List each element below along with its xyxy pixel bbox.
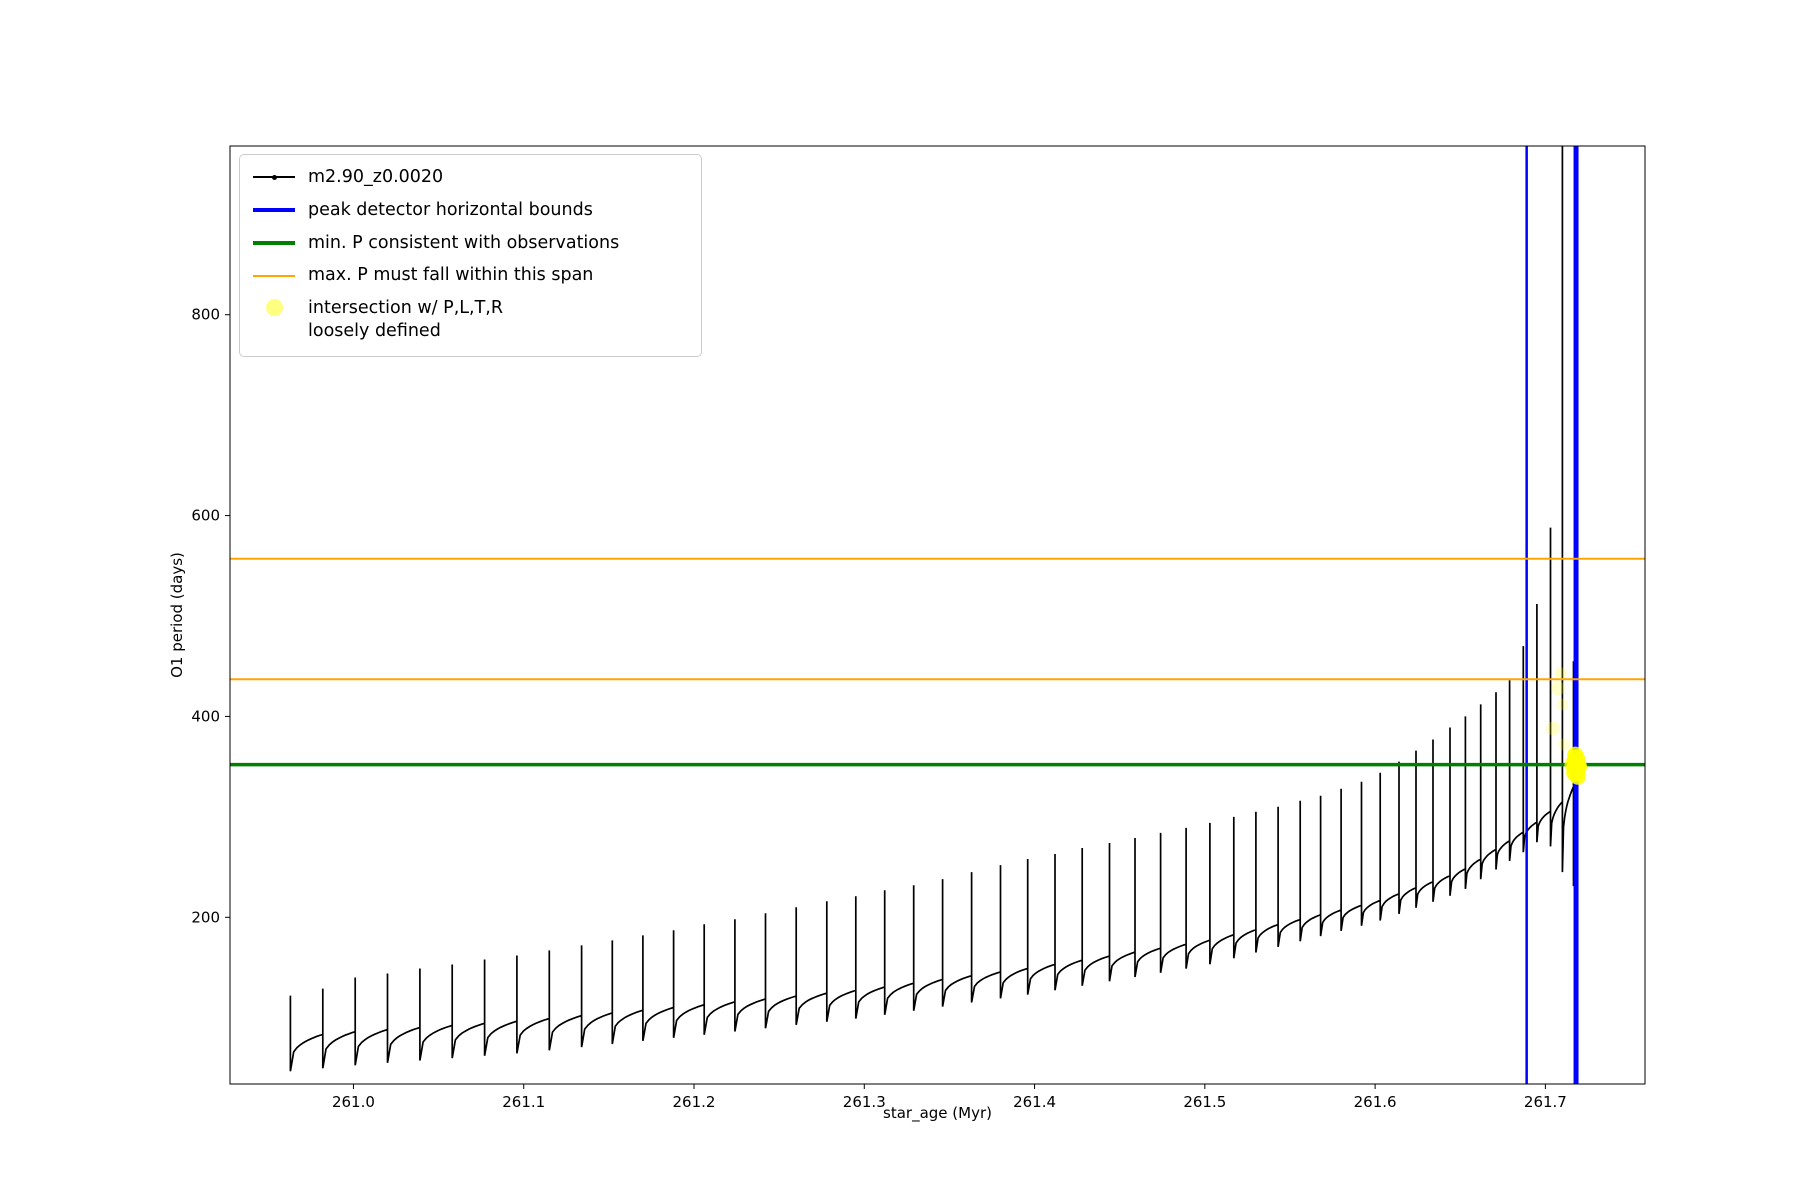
- legend-label: max. P must fall within this span: [308, 265, 594, 286]
- y-tick-label: 400: [191, 707, 220, 725]
- green-line-swatch-icon: [253, 233, 295, 253]
- x-tick-label: 261.1: [502, 1093, 545, 1111]
- yellow-scatter-point: [1558, 738, 1571, 751]
- y-tick-label: 600: [191, 507, 220, 525]
- x-tick-label: 261.0: [332, 1093, 375, 1111]
- legend-entry-min-p: min. P consistent with observations: [253, 232, 683, 255]
- legend-entry-intersection: intersection w/ P,L,T,R loosely defined: [253, 297, 683, 343]
- yellow-scatter-point: [1556, 698, 1569, 711]
- legend-entry-max-p-span: max. P must fall within this span: [253, 264, 683, 287]
- x-tick-label: 261.2: [673, 1093, 716, 1111]
- legend-label: peak detector horizontal bounds: [308, 199, 593, 220]
- y-tick-label: 200: [191, 908, 220, 926]
- x-tick-label: 261.3: [843, 1093, 886, 1111]
- y-axis-label: O1 period (days): [168, 552, 186, 678]
- yellow-scatter-point: [1554, 667, 1567, 680]
- series-line: [289, 146, 1579, 1072]
- plot-area: [230, 146, 1645, 1084]
- legend-entry-peak-bounds: peak detector horizontal bounds: [253, 199, 683, 222]
- x-axis-label: star_age (Myr): [883, 1104, 992, 1122]
- legend-label: min. P consistent with observations: [308, 232, 620, 253]
- yellow-scatter-point: [1551, 681, 1566, 696]
- x-tick-label: 261.4: [1013, 1093, 1056, 1111]
- x-tick-label: 261.6: [1354, 1093, 1397, 1111]
- blue-line-swatch-icon: [253, 200, 295, 220]
- yellow-scatter-point: [1569, 768, 1586, 785]
- x-tick-label: 261.7: [1524, 1093, 1567, 1111]
- series-line-swatch-icon: [253, 167, 295, 187]
- legend-label: intersection w/ P,L,T,R loosely defined: [308, 298, 503, 341]
- legend-label: m2.90_z0.0020: [308, 167, 444, 187]
- orange-line-swatch-icon: [253, 266, 295, 286]
- y-tick-label: 800: [191, 306, 220, 324]
- axes-frame: [229, 145, 1646, 1085]
- yellow-dot-swatch-icon: [253, 297, 295, 317]
- legend-entry-series: m2.90_z0.0020: [253, 166, 683, 189]
- yellow-scatter-point: [1546, 721, 1561, 736]
- legend: m2.90_z0.0020 peak detector horizontal b…: [239, 154, 702, 357]
- x-tick-label: 261.5: [1183, 1093, 1226, 1111]
